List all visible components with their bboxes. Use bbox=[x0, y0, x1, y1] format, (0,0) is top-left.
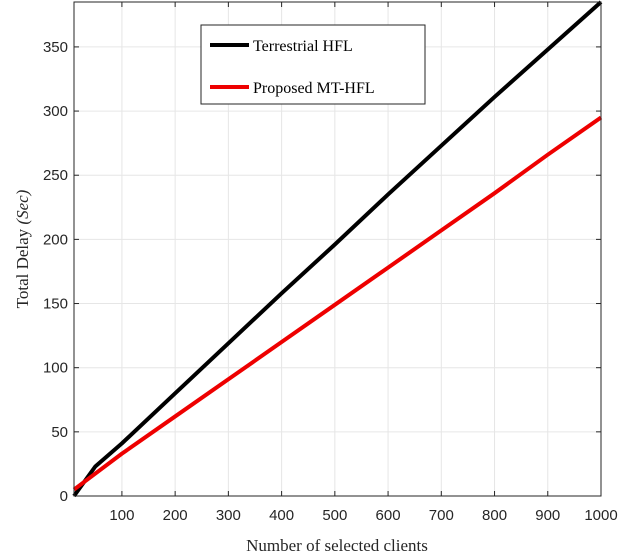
y-axis-label: Total Delay (Sec) bbox=[13, 189, 32, 308]
plot-frame bbox=[73, 1, 602, 497]
series-line-terrestrial-hfl bbox=[72, 0, 603, 498]
x-tick-label: 100 bbox=[109, 507, 134, 524]
y-axis-ticks: 0 50 100 150 200 250 300 350 bbox=[43, 39, 601, 505]
legend: Terrestrial HFL Proposed MT-HFL bbox=[200, 24, 426, 105]
x-tick-label: 600 bbox=[376, 507, 401, 524]
y-tick-label: 350 bbox=[43, 39, 68, 56]
x-tick-label: 1000 bbox=[584, 507, 617, 524]
legend-label-proposed-mt-hfl: Proposed MT-HFL bbox=[253, 80, 375, 97]
x-tick-label: 400 bbox=[269, 507, 294, 524]
legend-box bbox=[200, 24, 426, 105]
x-tick-label: 800 bbox=[482, 507, 507, 524]
y-tick-label: 150 bbox=[43, 296, 68, 313]
x-axis-ticks: 100 200 300 400 500 600 700 800 900 1000 bbox=[109, 2, 618, 524]
y-tick-label: 100 bbox=[43, 360, 68, 377]
series-layer bbox=[72, 0, 603, 498]
y-tick-label: 300 bbox=[43, 103, 68, 120]
x-tick-label: 200 bbox=[163, 507, 188, 524]
x-axis-label: Number of selected clients bbox=[246, 536, 428, 555]
y-tick-label: 50 bbox=[51, 424, 68, 441]
y-tick-label: 250 bbox=[43, 167, 68, 184]
x-tick-label: 500 bbox=[322, 507, 347, 524]
y-axis-label-unit: (Sec) bbox=[13, 189, 32, 224]
legend-label-terrestrial-hfl: Terrestrial HFL bbox=[253, 38, 353, 55]
y-axis-label-main: Total Delay bbox=[13, 225, 32, 309]
x-tick-label: 900 bbox=[535, 507, 560, 524]
y-tick-label: 0 bbox=[60, 488, 68, 505]
y-tick-label: 200 bbox=[43, 231, 68, 248]
x-tick-label: 700 bbox=[429, 507, 454, 524]
x-tick-label: 300 bbox=[216, 507, 241, 524]
series-line-proposed-mt-hfl bbox=[72, 115, 603, 492]
